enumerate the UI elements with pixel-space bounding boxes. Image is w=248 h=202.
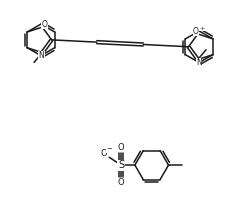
Text: O: O (41, 20, 47, 29)
Text: −: − (106, 146, 112, 152)
Text: N: N (38, 51, 44, 60)
Text: O: O (193, 26, 199, 36)
Text: N: N (196, 58, 202, 67)
Text: +: + (199, 26, 204, 31)
Text: O: O (101, 149, 108, 158)
Text: O: O (118, 178, 124, 187)
Text: O: O (118, 143, 124, 152)
Text: S: S (118, 160, 124, 170)
